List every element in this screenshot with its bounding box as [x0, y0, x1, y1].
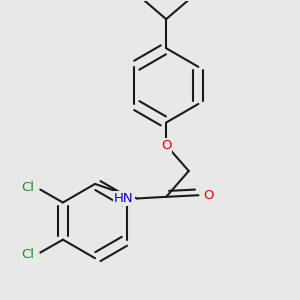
Text: Cl: Cl — [21, 248, 34, 261]
Text: HN: HN — [114, 192, 134, 205]
Text: O: O — [161, 139, 171, 152]
Text: O: O — [203, 189, 213, 202]
Text: Cl: Cl — [21, 182, 34, 194]
